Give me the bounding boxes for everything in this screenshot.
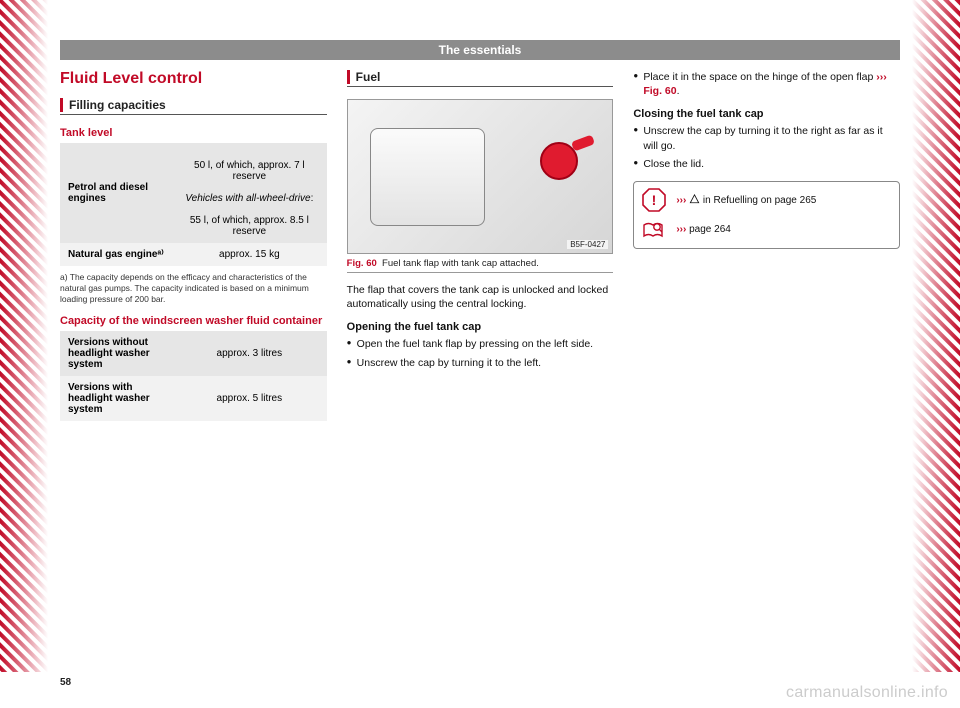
column-3: Place it in the space on the hinge of th… [633,70,900,427]
ref-warning: ! ››› in Refuelling on page 265 [642,188,891,212]
fluid-level-title: Fluid Level control [60,70,327,88]
washer-table: Versions without headlight washer system… [60,331,327,421]
closing-steps: Unscrew the cap by turning it to the rig… [633,124,900,171]
ref-page: ››› page 264 [642,218,891,242]
opening-steps: Open the fuel tank flap by pressing on t… [347,337,614,369]
fuel-cap-icon [540,142,578,180]
filling-capacities-head: Filling capacities [60,98,327,115]
opening-head: Opening the fuel tank cap [347,321,614,333]
column-2: Fuel B5F-0427 Fig. 60 Fuel tank flap wit… [347,70,614,427]
closing-head: Closing the fuel tank cap [633,108,900,120]
tank-level-table: Petrol and diesel engines 50 l, of which… [60,143,327,266]
book-magnify-icon [642,218,666,242]
svg-text:!: ! [652,192,657,208]
page-hatch-right [912,0,960,672]
watermark: carmanualsonline.info [786,684,948,702]
page-number: 58 [60,677,71,688]
place-step: Place it in the space on the hinge of th… [633,70,900,98]
header-bar: The essentials [60,40,900,60]
page-hatch-left [0,0,48,672]
page-content: The essentials Fluid Level control Filli… [60,40,900,670]
fuel-intro: The flap that covers the tank cap is unl… [347,283,614,311]
warning-octagon-icon: ! [642,188,666,212]
fuel-head: Fuel [347,70,614,87]
figure-tag: B5F-0427 [567,240,608,249]
figure-caption: Fig. 60 Fuel tank flap with tank cap att… [347,258,614,273]
warning-triangle-icon [689,194,700,204]
column-1: Fluid Level control Filling capacities T… [60,70,327,427]
fuel-flap-figure: B5F-0427 [347,99,614,254]
reference-box: ! ››› in Refuelling on page 265 [633,181,900,249]
tank-level-heading: Tank level [60,127,327,139]
tank-footnote: a) The capacity depends on the efficacy … [60,272,327,305]
washer-heading: Capacity of the windscreen washer fluid … [60,315,327,327]
